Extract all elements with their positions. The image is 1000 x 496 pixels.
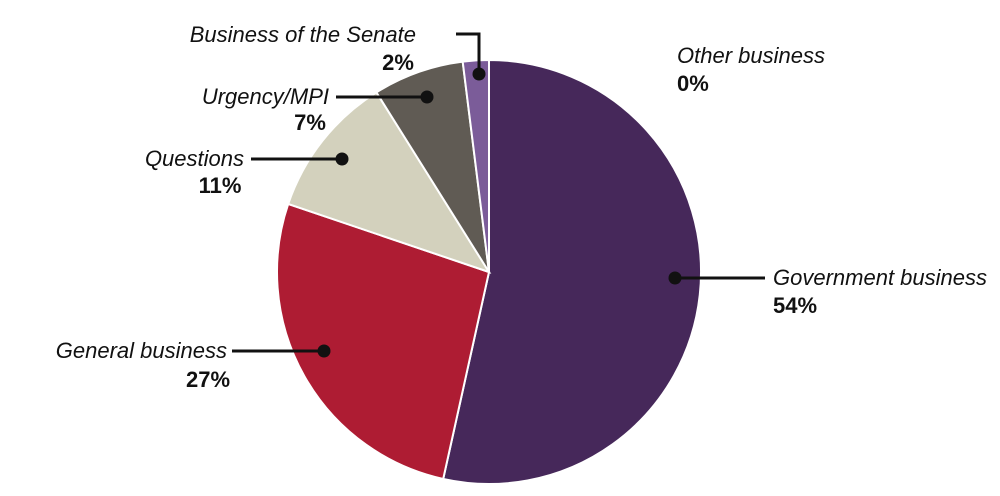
leader-dot-business-of-the-senate (472, 67, 486, 81)
slice-label-business-of-the-senate: Business of the Senate (190, 22, 416, 47)
leader-dot-questions (335, 152, 349, 166)
leader-dot-government-business (668, 271, 682, 285)
pie-labels: Government business 54% General business 27… (56, 22, 987, 392)
pie-slice-general-business (276, 202, 491, 481)
slice-value-urgency-mpi: 7% (294, 110, 326, 135)
slice-value-government-business: 54% (773, 293, 817, 318)
pie-slices (276, 58, 702, 485)
slice-label-questions: Questions (145, 146, 244, 171)
slice-label-other-business: Other business (677, 43, 825, 68)
slice-value-general-business: 27% (186, 367, 230, 392)
slice-label-general-business: General business (56, 338, 227, 363)
slice-label-government-business: Government business (773, 265, 987, 290)
pie-slice-government-business (442, 58, 702, 485)
slice-value-business-of-the-senate: 2% (382, 50, 414, 75)
pie-slice-business-of-the-senate (461, 58, 490, 273)
slice-value-questions: 11% (199, 173, 242, 198)
leader-dot-urgency-mpi (420, 90, 434, 104)
slice-label-urgency-mpi: Urgency/MPI (202, 84, 329, 109)
slice-value-other-business: 0% (677, 71, 709, 96)
leader-dot-general-business (317, 344, 331, 358)
leader-line-business-of-the-senate (456, 32, 481, 74)
